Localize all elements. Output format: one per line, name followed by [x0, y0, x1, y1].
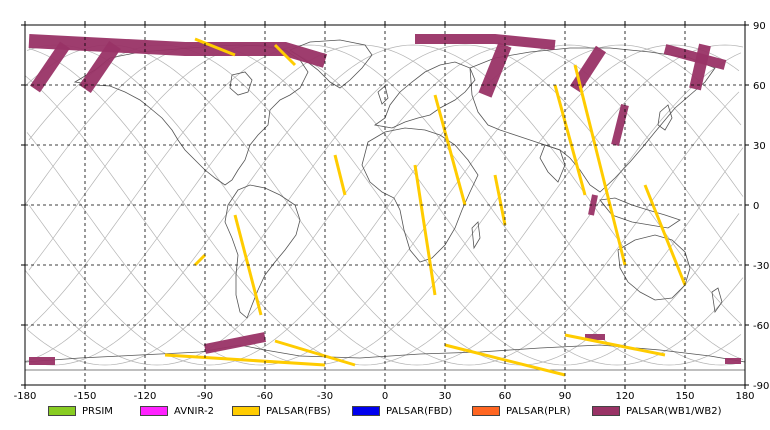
- legend-swatch-palsar-wb: [592, 406, 620, 416]
- lon-tick-label: -150: [74, 391, 97, 400]
- wb-swath: [588, 194, 598, 216]
- lat-tick-label: -90: [753, 381, 769, 392]
- orbit-track: [28, 44, 744, 366]
- legend-swatch-palsar-fbd: [352, 406, 380, 416]
- legend-label-palsar-wb: PALSAR(WB1/WB2): [626, 405, 722, 417]
- wb-swath: [30, 41, 70, 93]
- coastline-hudson-bay: [229, 71, 253, 96]
- legend-label-palsar-plr: PALSAR(PLR): [506, 405, 571, 417]
- lon-tick-label: 120: [615, 391, 634, 400]
- fbs-swath: [194, 37, 236, 57]
- coastline-europe: [373, 61, 476, 129]
- observation-swaths: [28, 34, 741, 377]
- coastline-asia: [469, 47, 716, 193]
- fbs-swath: [193, 253, 207, 267]
- legend-swatch-palsar-plr: [472, 406, 500, 416]
- coastline-japan: [657, 104, 673, 131]
- lon-tick-label: -60: [257, 391, 273, 400]
- fbs-swath: [273, 43, 297, 67]
- lat-tick-label: -30: [753, 261, 769, 272]
- coastline-india: [539, 144, 566, 183]
- legend-swatch-prsim: [48, 406, 76, 416]
- legend-item-palsar-fbd: PALSAR(FBD): [352, 402, 452, 420]
- lat-tick-label: -60: [753, 321, 769, 332]
- wb-swath: [689, 43, 711, 91]
- fbs-swath: [274, 339, 356, 367]
- orbit-track: [24, 44, 740, 366]
- graticule: [21, 21, 749, 389]
- lat-tick-label: 60: [753, 81, 766, 92]
- latitude-tick-labels: 90 60 30 0 -30 -60 -90: [753, 21, 769, 392]
- map-frame: [24, 24, 746, 386]
- legend-label-prsim: PRSIM: [82, 405, 113, 417]
- legend-swatch-avnir2: [140, 406, 168, 416]
- lon-tick-label: 90: [559, 391, 572, 400]
- legend-item-palsar-wb: PALSAR(WB1/WB2): [592, 402, 722, 420]
- fbs-swath: [564, 333, 666, 357]
- legend-item-palsar-fbs: PALSAR(FBS): [232, 402, 331, 420]
- fbs-swath: [643, 184, 687, 286]
- fbs-swath: [433, 94, 467, 206]
- lon-tick-label: 30: [439, 391, 452, 400]
- coastline-new-zealand: [711, 287, 723, 314]
- lon-tick-label: -90: [197, 391, 213, 400]
- wb-swath: [415, 34, 556, 50]
- lat-tick-label: 90: [753, 21, 766, 32]
- lon-tick-label: -120: [134, 391, 157, 400]
- lon-tick-label: 180: [735, 391, 754, 400]
- legend-label-avnir2: AVNIR-2: [174, 405, 214, 417]
- fbs-swath: [493, 174, 507, 226]
- coastline-britain: [377, 85, 389, 105]
- wb-swath: [204, 332, 266, 354]
- lat-tick-label: 30: [753, 141, 766, 152]
- fbs-swath: [553, 84, 587, 196]
- coastline-africa: [361, 127, 479, 263]
- wb-swath: [79, 41, 121, 93]
- legend-label-palsar-fbd: PALSAR(FBD): [386, 405, 453, 417]
- lon-tick-label: 60: [499, 391, 512, 400]
- coastline-greenland: [289, 39, 373, 89]
- fbs-swath: [164, 353, 326, 367]
- wb-swath: [478, 42, 512, 98]
- fbs-swath: [573, 64, 627, 266]
- fbs-swath: [413, 164, 437, 296]
- longitude-tick-labels: -180 -150 -120 -90 -60 -30 0 30 60 90 120 150 180: [14, 391, 755, 400]
- legend-label-palsar-fbs: PALSAR(FBS): [266, 405, 331, 417]
- map-canvas: -180 -150 -120 -90 -60 -30 0 30 60 90 120 150 180 90…: [14, 21, 769, 400]
- fbs-swath: [444, 343, 566, 377]
- legend-item-avnir2: AVNIR-2: [140, 402, 214, 420]
- lon-tick-label: -180: [14, 391, 37, 400]
- lat-tick-label: 0: [753, 201, 759, 212]
- legend: PRSIM AVNIR-2 PALSAR(FBS) PALSAR(FBD) PA…: [0, 402, 770, 422]
- lon-tick-label: 0: [382, 391, 388, 400]
- legend-swatch-palsar-fbs: [232, 406, 260, 416]
- legend-item-prsim: PRSIM: [48, 402, 113, 420]
- wb-swath: [663, 44, 727, 70]
- fbs-swath: [333, 154, 347, 196]
- lon-tick-label: -30: [317, 391, 333, 400]
- lon-tick-label: 150: [675, 391, 694, 400]
- wb-swath: [611, 104, 629, 146]
- legend-item-palsar-plr: PALSAR(PLR): [472, 402, 570, 420]
- coastline-madagascar: [471, 221, 481, 250]
- coastline-south-america: [224, 184, 301, 319]
